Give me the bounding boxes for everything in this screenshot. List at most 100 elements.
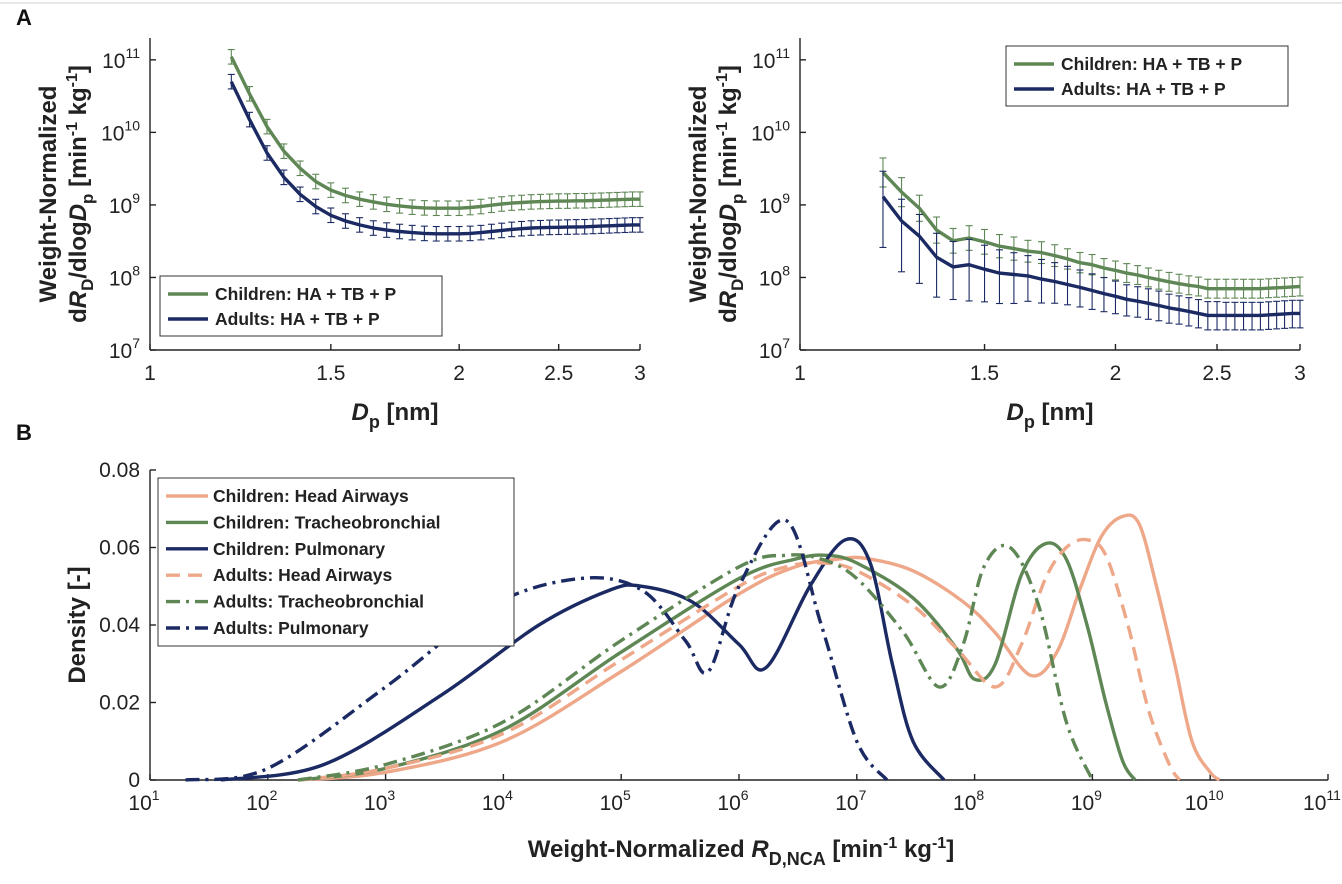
b-y-tick-label: 0.02 <box>99 692 140 715</box>
a2-y-title-Dsub: p <box>728 194 747 204</box>
a1-y-tick-exp: 9 <box>132 190 140 206</box>
a1-y-title-D: D <box>65 204 92 221</box>
b-x-tick-base: 10 <box>1185 792 1208 815</box>
a2-legend-label: Adults: HA + TB + P <box>1061 79 1226 99</box>
b-x-tick-exp: 10 <box>1208 787 1224 803</box>
a2-y-axis-title-line2: dRD/dlogDp [min-1 kg-1] <box>714 65 747 323</box>
a2-y-tick-label: 108 <box>759 262 790 290</box>
a1-x-tick-label: 2 <box>453 362 465 385</box>
a1-y-title-Rsub: D <box>78 279 97 291</box>
a2-legend: Children: HA + TB + P Adults: HA + TB + P <box>1005 45 1289 107</box>
a1-y-tick-label: 108 <box>109 262 140 290</box>
b-x-tick-label: 106 <box>717 787 748 815</box>
a1-y-tick-label: 107 <box>109 335 140 363</box>
b-x-tick-exp: 7 <box>859 787 867 803</box>
b-x-tick-label: 103 <box>364 787 395 815</box>
a2-y-title-close: ] <box>715 65 742 73</box>
a1-legend: Children: HA + TB + P Adults: HA + TB + P <box>159 275 443 337</box>
a2-x-tick-label: 2 <box>1110 362 1122 385</box>
a2-y-tick-base: 10 <box>752 50 775 73</box>
a1-y-title-unit: [min <box>65 136 92 193</box>
b-legend-label: Children: Tracheobronchial <box>213 512 441 532</box>
b-legend-label: Adults: Tracheobronchial <box>213 592 424 612</box>
a2-y-title-mid: /dlog <box>715 221 742 278</box>
a1-x-tick-label: 1 <box>144 362 156 385</box>
a1-y-axis-title-line2: dRD/dlogDp [min-1 kg-1] <box>64 65 97 323</box>
a1-y-tick-base: 10 <box>102 50 125 73</box>
b-x-tick-base: 10 <box>128 792 151 815</box>
b-x-tick-base: 10 <box>717 792 740 815</box>
a2-y-title-exp1: -1 <box>714 122 731 136</box>
panel-a-label: A <box>16 5 32 30</box>
a2-y-tick-label: 1010 <box>751 117 790 145</box>
b-x-tick-label: 1011 <box>1303 787 1341 815</box>
a1-y-tick-label: 1011 <box>102 45 140 73</box>
a2-x-title-main: D <box>1007 399 1024 426</box>
a1-y-title-mid: /dlog <box>65 221 92 278</box>
b-x-tick-base: 10 <box>835 792 858 815</box>
a2-y-title-D: D <box>715 204 742 221</box>
a2-y-tick-base: 10 <box>759 195 782 218</box>
a2-series-line-0 <box>881 171 1301 291</box>
a2-y-tick-base: 10 <box>759 340 782 363</box>
a2-y-title-Rsub: D <box>728 279 747 291</box>
a2-legend-label: Children: HA + TB + P <box>1061 54 1243 74</box>
a1-y-tick-base: 10 <box>109 195 132 218</box>
b-legend-label: Children: Head Airways <box>213 486 409 506</box>
a1-series-line-1 <box>229 80 640 236</box>
b-x-tick-base: 10 <box>246 792 269 815</box>
b-x-tick-label: 104 <box>482 787 513 815</box>
b-x-tick-exp: 3 <box>387 787 395 803</box>
a1-x-tick-label: 3 <box>634 362 646 385</box>
b-x-title-R: R <box>751 836 769 863</box>
b-series-line-2 <box>220 537 946 782</box>
b-x-tick-exp: 8 <box>976 787 984 803</box>
a1-y-tick-exp: 11 <box>125 45 140 61</box>
b-legend-box <box>157 477 515 647</box>
b-x-tick-base: 10 <box>364 792 387 815</box>
b-legend-label: Children: Pulmonary <box>213 539 385 559</box>
panel-b-density-chart: 101 102 103 104 105 106 107 108 109 1010 101100.02… <box>64 459 1341 869</box>
b-legend: Children: Head Airways Children: Tracheob… <box>157 477 515 647</box>
b-legend-label: Adults: Pulmonary <box>213 618 369 638</box>
a2-x-title-unit: [nm] <box>1035 399 1094 426</box>
a1-x-tick-label: 2.5 <box>544 362 573 385</box>
a2-y-tick-exp: 8 <box>782 262 790 278</box>
b-y-tick-label: 0 <box>128 769 140 792</box>
b-x-tick-label: 101 <box>128 787 159 815</box>
a2-x-title-sub: p <box>1024 412 1035 432</box>
b-x-title-kg: kg <box>897 836 932 863</box>
a2-legend-box <box>1005 45 1289 107</box>
a2-y-tick-label: 107 <box>759 335 790 363</box>
b-x-title-exp1: -1 <box>883 835 897 852</box>
b-x-tick-exp: 4 <box>505 787 513 803</box>
b-x-tick-exp: 6 <box>741 787 749 803</box>
a1-legend-label: Adults: HA + TB + P <box>215 309 380 329</box>
a1-x-title-sub: p <box>369 412 380 432</box>
a1-x-tick-label: 1.5 <box>316 362 345 385</box>
a1-y-title-kg: kg <box>65 87 92 122</box>
a1-y-title-exp2: -1 <box>64 73 81 87</box>
a1-x-title-main: D <box>352 399 369 426</box>
a2-y-tick-base: 10 <box>759 267 782 290</box>
b-x-tick-base: 10 <box>482 792 505 815</box>
b-x-tick-label: 1010 <box>1185 787 1224 815</box>
b-y-tick-label: 0.06 <box>99 537 140 560</box>
b-series-line-1 <box>297 541 1137 782</box>
a1-y-axis-title-line1: Weight-Normalized <box>35 86 62 303</box>
a1-y-tick-exp: 7 <box>132 335 140 351</box>
b-x-tick-exp: 9 <box>1094 787 1102 803</box>
a1-y-title-Dsub: p <box>78 194 97 204</box>
b-x-tick-exp: 2 <box>270 787 278 803</box>
b-x-tick-base: 10 <box>600 792 623 815</box>
b-x-title-exp2: -1 <box>932 835 946 852</box>
a1-y-tick-base: 10 <box>101 122 124 145</box>
a1-y-title-R: R <box>65 290 92 308</box>
a1-y-tick-exp: 8 <box>132 262 140 278</box>
a2-y-axis-title-line1: Weight-Normalized <box>685 86 712 303</box>
b-x-tick-label: 105 <box>600 787 631 815</box>
b-x-tick-exp: 1 <box>152 787 160 803</box>
a2-y-tick-exp: 11 <box>775 45 790 61</box>
